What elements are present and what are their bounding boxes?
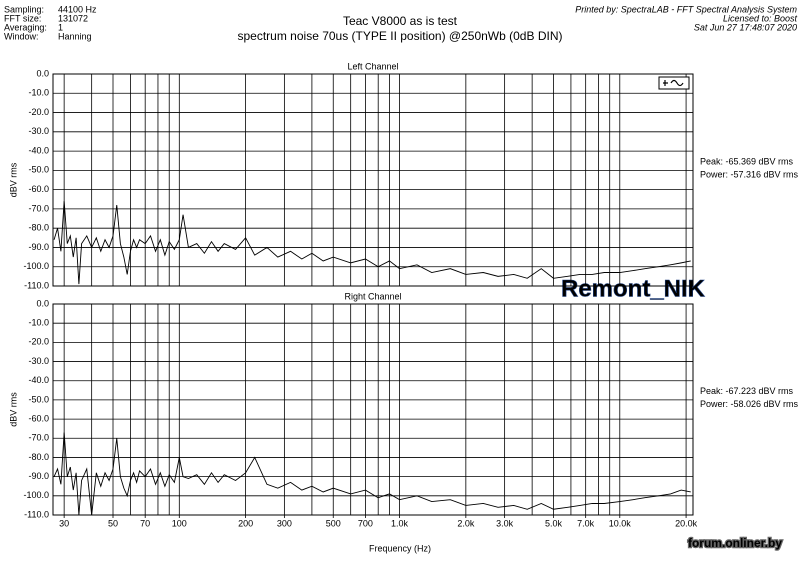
x-tick-label: 700 — [358, 518, 373, 528]
y-tick-label: -100.0 — [23, 490, 49, 500]
subtitle: spectrum noise 70us (TYPE II position) @… — [238, 29, 563, 43]
x-tick-label: 30 — [59, 518, 69, 528]
info-label: Averaging: — [4, 22, 47, 32]
y-tick-label: -50.0 — [28, 165, 49, 175]
icon-glyph — [663, 79, 684, 87]
watermark: Remont_NIK — [561, 275, 706, 302]
printed-by: Printed by: SpectraLAB - FFT Spectral An… — [575, 4, 797, 14]
x-tick-label: 200 — [238, 518, 253, 528]
timestamp: Sat Jun 27 17:48:07 2020 — [694, 22, 797, 32]
x-tick-label: 10.0k — [609, 518, 632, 528]
y-tick-label: -20.0 — [28, 337, 49, 347]
info-label: Sampling: — [4, 4, 44, 14]
annotation: Peak: -65.369 dBV rms — [700, 156, 794, 166]
info-value: 44100 Hz — [58, 4, 97, 14]
y-tick-label: -70.0 — [28, 203, 49, 213]
y-tick-label: -50.0 — [28, 394, 49, 404]
y-tick-label: 0.0 — [36, 298, 49, 308]
spectrum-line — [53, 201, 691, 285]
y-tick-label: -80.0 — [28, 223, 49, 233]
annotation: Peak: -67.223 dBV rms — [700, 386, 794, 396]
info-value: 131072 — [58, 13, 88, 23]
site-watermark: forum.onliner.by — [688, 536, 782, 550]
x-axis-label: Frequency (Hz) — [369, 543, 431, 553]
panel-title: Left Channel — [347, 61, 398, 71]
y-tick-label: -80.0 — [28, 452, 49, 462]
y-tick-label: -110.0 — [24, 280, 49, 290]
x-tick-label: 1.0k — [391, 518, 409, 528]
y-tick-label: -60.0 — [28, 184, 49, 194]
y-tick-label: -40.0 — [28, 375, 49, 385]
y-tick-label: -60.0 — [28, 413, 49, 423]
y-tick-label: -40.0 — [28, 145, 49, 155]
x-tick-label: 5.0k — [545, 518, 563, 528]
y-tick-label: -70.0 — [28, 433, 49, 443]
x-tick-label: 3.0k — [496, 518, 514, 528]
y-axis-label: dBV rms — [8, 162, 18, 197]
x-tick-label: 70 — [140, 518, 150, 528]
y-tick-label: -100.0 — [23, 261, 49, 271]
x-tick-label: 7.0k — [577, 518, 595, 528]
y-tick-label: -10.0 — [28, 318, 49, 328]
y-tick-label: -10.0 — [28, 88, 49, 98]
y-tick-label: -30.0 — [28, 126, 49, 136]
x-tick-label: 500 — [326, 518, 341, 528]
annotation: Power: -57.316 dBV rms — [700, 169, 799, 179]
info-value: 1 — [58, 22, 63, 32]
plot-frame — [52, 73, 694, 287]
title: Teac V8000 as is test — [343, 14, 458, 28]
x-tick-label: 20.0k — [675, 518, 698, 528]
info-label: FFT size: — [4, 13, 41, 23]
plot-frame — [52, 303, 694, 516]
license: Licensed to: Boost — [723, 13, 798, 23]
y-axis-label: dBV rms — [8, 392, 18, 427]
y-tick-label: -90.0 — [28, 471, 49, 481]
info-value: Hanning — [58, 31, 92, 41]
y-tick-label: -90.0 — [28, 242, 49, 252]
spectrum-line — [53, 432, 691, 516]
x-tick-label: 100 — [172, 518, 187, 528]
y-tick-label: -20.0 — [28, 107, 49, 117]
panel-title: Right Channel — [344, 291, 401, 301]
toolbar-icon[interactable] — [658, 76, 690, 90]
y-tick-label: -30.0 — [28, 356, 49, 366]
y-tick-label: 0.0 — [36, 68, 49, 78]
annotation: Power: -58.026 dBV rms — [700, 399, 799, 409]
info-label: Window: — [4, 31, 39, 41]
x-tick-label: 300 — [277, 518, 292, 528]
y-tick-label: -110.0 — [24, 509, 49, 519]
x-tick-label: 2.0k — [457, 518, 475, 528]
x-tick-label: 50 — [108, 518, 118, 528]
